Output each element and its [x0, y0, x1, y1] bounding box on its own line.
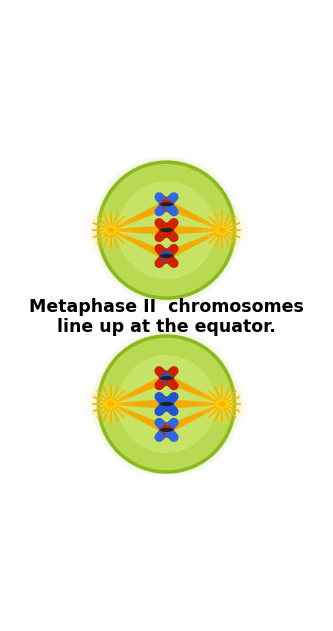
- Ellipse shape: [216, 227, 228, 234]
- Ellipse shape: [108, 402, 114, 406]
- Circle shape: [93, 331, 240, 478]
- Circle shape: [118, 181, 215, 279]
- Circle shape: [196, 204, 248, 256]
- Ellipse shape: [161, 377, 172, 380]
- Ellipse shape: [219, 228, 225, 232]
- Circle shape: [101, 220, 121, 240]
- Circle shape: [99, 162, 234, 298]
- Circle shape: [93, 156, 240, 304]
- Circle shape: [208, 390, 236, 418]
- Circle shape: [99, 336, 234, 472]
- Circle shape: [212, 394, 232, 414]
- Circle shape: [212, 220, 232, 240]
- Circle shape: [208, 216, 236, 244]
- Circle shape: [91, 210, 131, 250]
- Circle shape: [96, 333, 237, 475]
- Circle shape: [202, 210, 242, 250]
- Circle shape: [97, 216, 125, 244]
- Circle shape: [85, 204, 137, 256]
- Ellipse shape: [161, 403, 172, 406]
- Circle shape: [118, 355, 215, 453]
- Ellipse shape: [161, 428, 172, 432]
- Ellipse shape: [108, 228, 114, 232]
- Ellipse shape: [161, 254, 172, 257]
- Ellipse shape: [161, 203, 172, 206]
- Circle shape: [96, 160, 237, 301]
- Ellipse shape: [161, 228, 172, 232]
- Circle shape: [202, 384, 242, 424]
- Ellipse shape: [105, 400, 117, 408]
- Ellipse shape: [105, 227, 117, 234]
- Circle shape: [85, 379, 137, 430]
- Text: Metaphase II  chromosomes
line up at the equator.: Metaphase II chromosomes line up at the …: [29, 298, 304, 336]
- Circle shape: [97, 390, 125, 418]
- Circle shape: [91, 384, 131, 424]
- Ellipse shape: [219, 402, 225, 406]
- Circle shape: [101, 394, 121, 414]
- Ellipse shape: [216, 400, 228, 408]
- Circle shape: [196, 379, 248, 430]
